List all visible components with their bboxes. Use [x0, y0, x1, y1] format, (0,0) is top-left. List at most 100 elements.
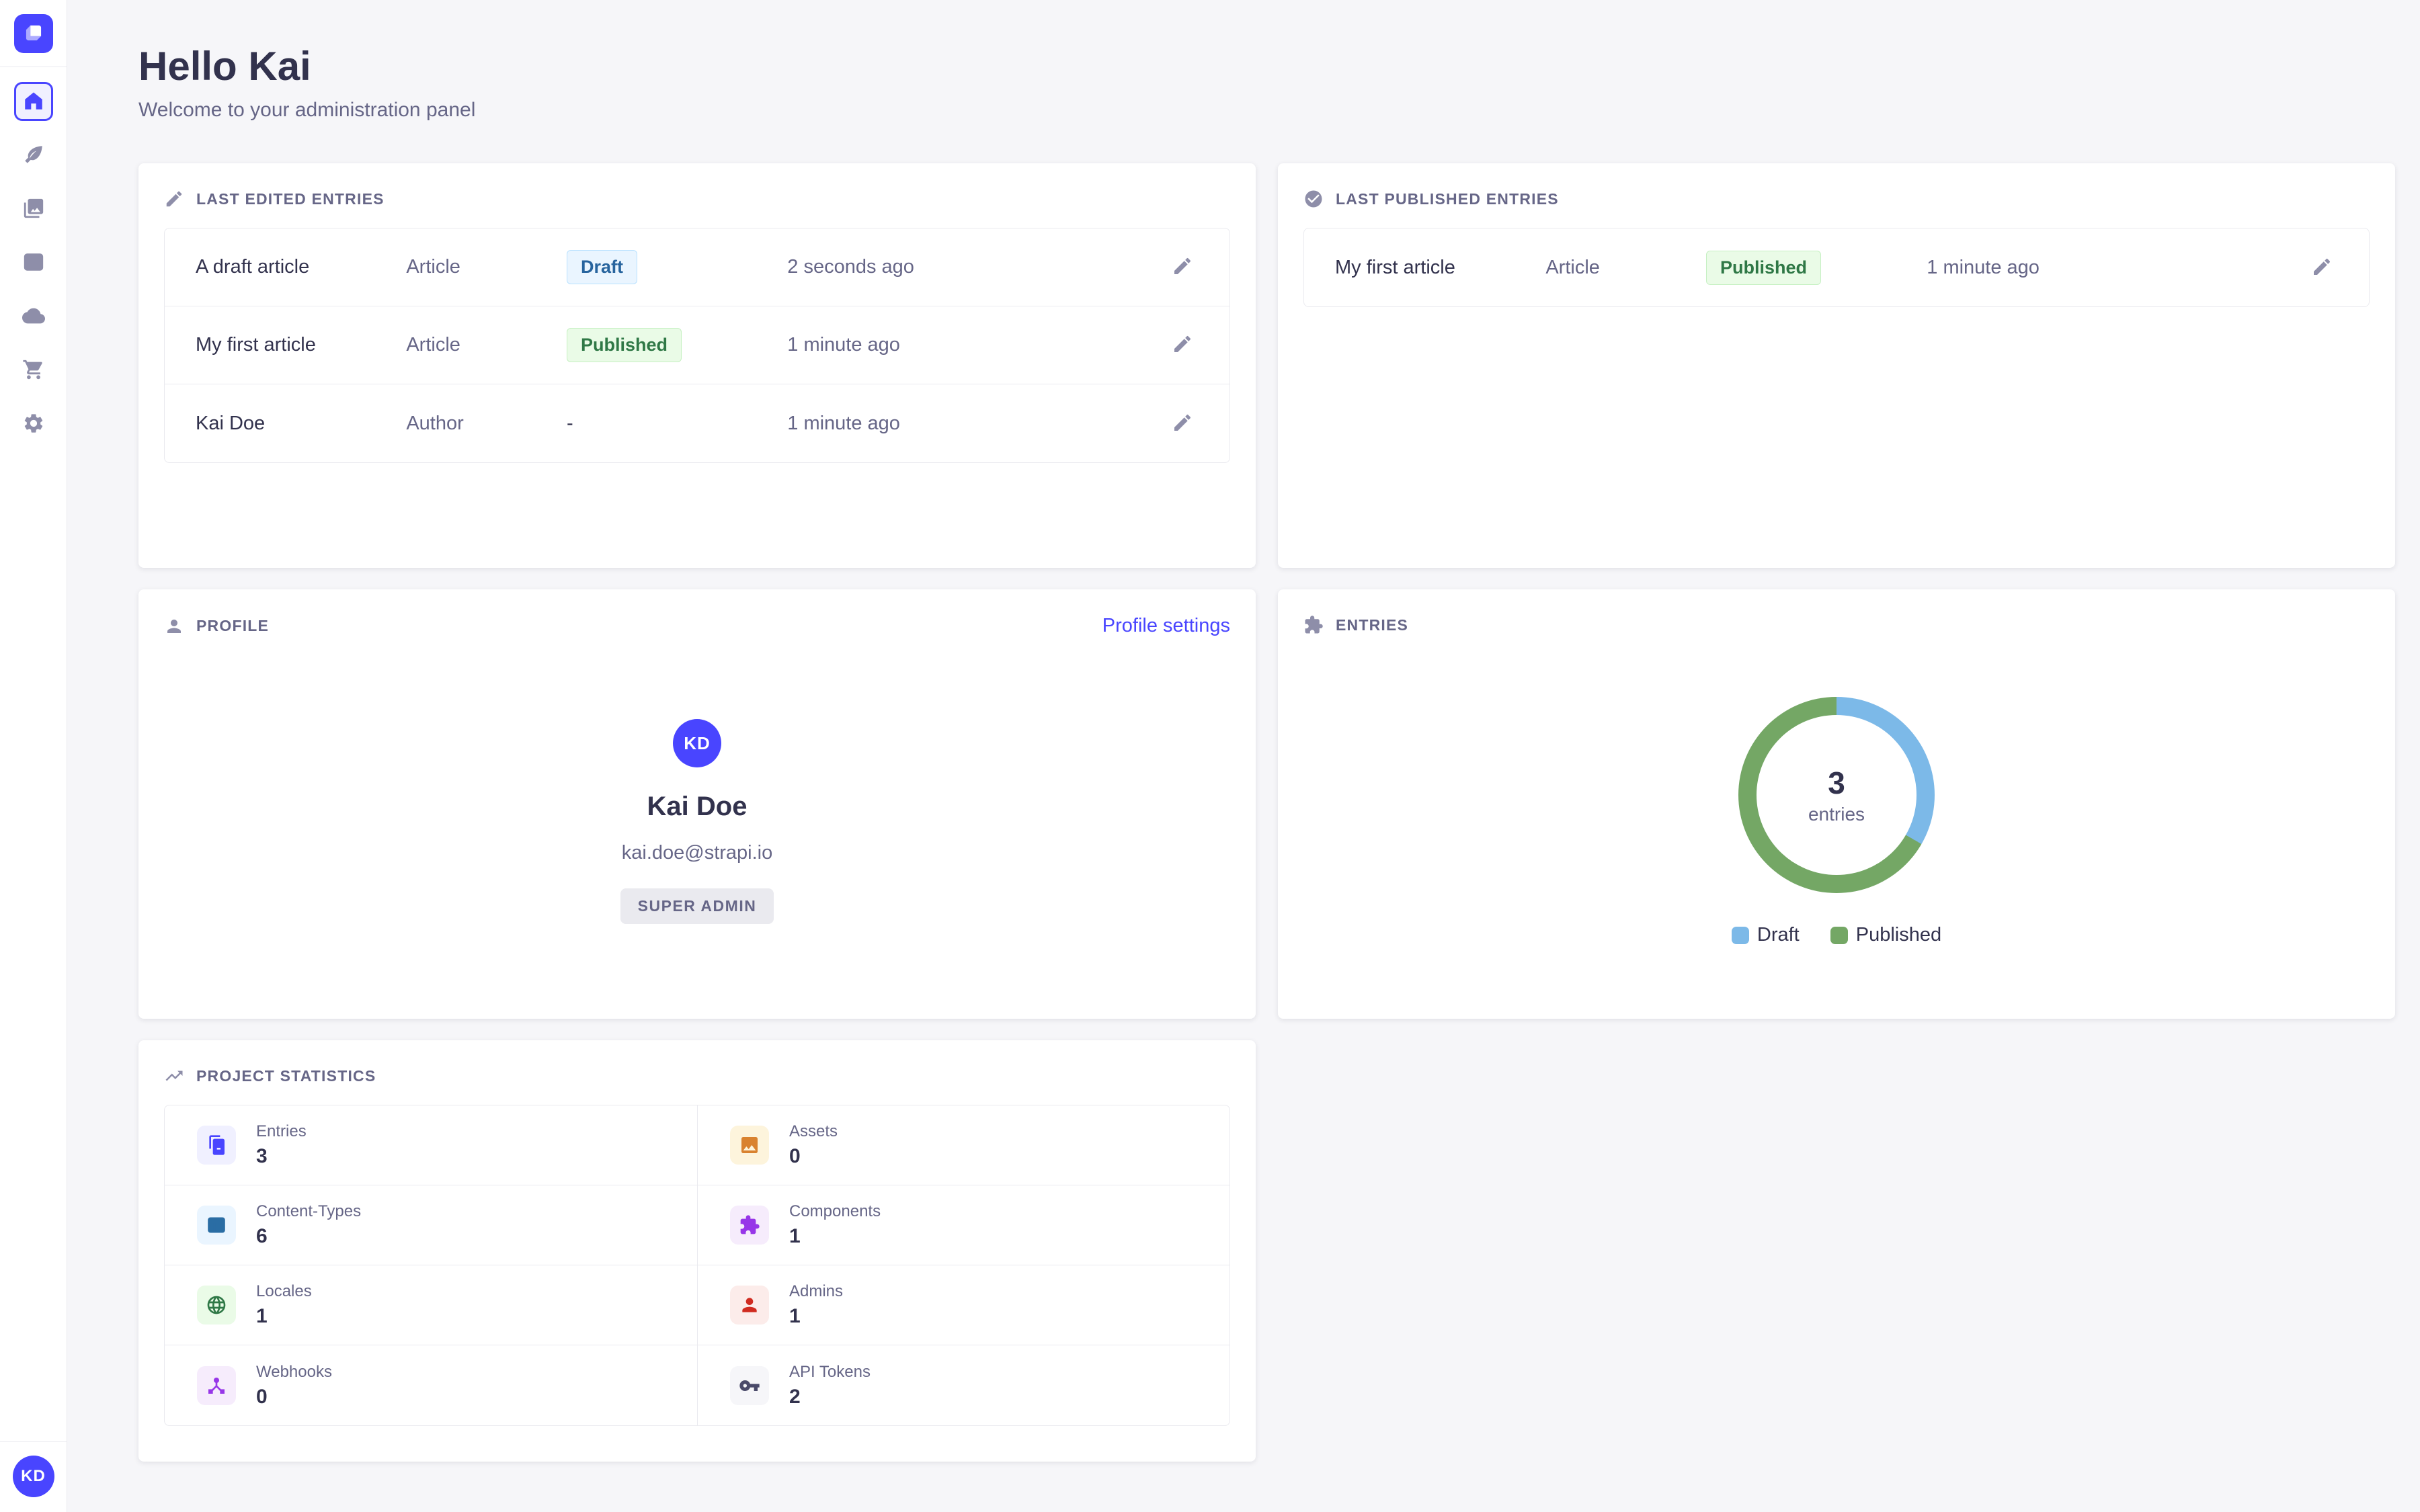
- sidebar-item-media-library[interactable]: [14, 190, 53, 228]
- edit-entry-button[interactable]: [2306, 251, 2338, 285]
- sidebar-item-marketplace[interactable]: [14, 351, 53, 390]
- entry-updated-time: 1 minute ago: [787, 412, 900, 434]
- stat-entries: Entries 3: [165, 1105, 697, 1185]
- webhook-icon: [197, 1366, 236, 1405]
- card-header: LAST EDITED ENTRIES: [164, 189, 1230, 209]
- entry-type: Article: [406, 334, 460, 355]
- sidebar-item-deploy[interactable]: [14, 297, 53, 336]
- stat-label: Admins: [789, 1282, 844, 1300]
- gear-icon: [22, 412, 45, 437]
- stat-value: 1: [256, 1305, 268, 1327]
- entry-name: A draft article: [196, 256, 310, 278]
- status-badge: Published: [567, 328, 682, 362]
- entries-total: 3: [1828, 765, 1845, 800]
- donut-center: 3 entries: [1738, 697, 1935, 893]
- pencil-icon: [2311, 256, 2333, 280]
- entry-type: Article: [406, 256, 460, 278]
- table-row: A draft article Article Draft 2 seconds …: [165, 228, 1229, 306]
- globe-icon: [197, 1286, 236, 1325]
- strapi-logo[interactable]: [13, 14, 53, 53]
- chart-legend: Draft Published: [1731, 924, 1941, 946]
- sidebar-divider-bottom: [0, 1441, 67, 1442]
- pencil-icon: [1172, 333, 1193, 357]
- card-title: PROFILE: [196, 617, 270, 634]
- table-row: My first article Article Published 1 min…: [165, 306, 1229, 384]
- feather-icon: [22, 143, 45, 168]
- page-header: Hello Kai Welcome to your administration…: [138, 43, 2395, 122]
- table-row: My first article Article Published 1 min…: [1304, 228, 2369, 306]
- entry-status-cell: -: [567, 413, 787, 435]
- entries-chart-area: 3 entries Draft Published: [1303, 635, 2370, 946]
- entries-donut-chart: 3 entries: [1738, 697, 1935, 893]
- profile-settings-link[interactable]: Profile settings: [1102, 615, 1230, 636]
- profile-avatar: KD: [673, 719, 721, 767]
- stat-value: 3: [256, 1145, 268, 1167]
- last-published-table: My first article Article Published 1 min…: [1303, 228, 2370, 307]
- stat-assets: Assets 0: [697, 1105, 1229, 1185]
- sidebar-item-content-manager[interactable]: [14, 136, 53, 175]
- puzzle-icon: [730, 1206, 769, 1245]
- pencil-icon: [164, 189, 184, 209]
- stat-api-tokens: API Tokens 2: [697, 1345, 1229, 1425]
- person-icon: [164, 616, 184, 636]
- pencil-icon: [1172, 412, 1193, 435]
- sidebar-item-settings[interactable]: [14, 405, 53, 444]
- legend-label: Draft: [1757, 924, 1800, 946]
- dashboard-grid: LAST EDITED ENTRIES A draft article Arti…: [138, 163, 2395, 1462]
- legend-item-draft[interactable]: Draft: [1731, 924, 1800, 946]
- edit-entry-button[interactable]: [1166, 328, 1199, 362]
- status-badge: Draft: [567, 250, 638, 284]
- stat-components: Components 1: [697, 1185, 1229, 1265]
- check-circle-icon: [1303, 189, 1324, 209]
- stat-webhooks: Webhooks 0: [165, 1345, 697, 1425]
- entries-unit: entries: [1808, 804, 1865, 825]
- entry-name: My first article: [196, 334, 316, 355]
- cloud-icon: [22, 304, 45, 329]
- sidebar-nav: [0, 67, 67, 444]
- stat-value: 6: [256, 1225, 268, 1247]
- stat-label: Assets: [789, 1122, 838, 1140]
- puzzle-icon: [1303, 615, 1324, 635]
- last-published-entries-card: LAST PUBLISHED ENTRIES My first article …: [1278, 163, 2395, 568]
- entry-updated-time: 2 seconds ago: [787, 256, 914, 278]
- status-badge: Published: [1706, 250, 1822, 285]
- profile-body: KD Kai Doe kai.doe@strapi.io SUPER ADMIN: [164, 719, 1230, 924]
- pencil-icon: [1172, 255, 1193, 279]
- stat-value: 1: [789, 1225, 801, 1247]
- edit-entry-button[interactable]: [1166, 250, 1199, 284]
- profile-card: PROFILE Profile settings KD Kai Doe kai.…: [138, 589, 1256, 1019]
- sidebar-item-home[interactable]: [13, 82, 53, 121]
- user-avatar[interactable]: KD: [12, 1456, 54, 1497]
- entry-updated-time: 1 minute ago: [787, 334, 900, 355]
- home-icon: [22, 89, 45, 114]
- strapi-logo-icon: [21, 20, 46, 48]
- stat-label: Locales: [256, 1282, 312, 1300]
- sidebar: KD: [0, 0, 67, 1512]
- sidebar-bottom: KD: [0, 1441, 67, 1512]
- status-badge: -: [567, 412, 573, 434]
- stat-locales: Locales 1: [165, 1265, 697, 1345]
- image-icon: [730, 1126, 769, 1165]
- entry-type: Author: [406, 412, 464, 434]
- stat-value: 0: [789, 1145, 801, 1167]
- stat-value: 1: [789, 1305, 801, 1327]
- entry-status-cell: Draft: [567, 250, 787, 284]
- edit-entry-button[interactable]: [1166, 407, 1199, 441]
- layout-icon: [22, 251, 45, 276]
- sidebar-item-content-type-builder[interactable]: [14, 243, 53, 282]
- entries-card: ENTRIES 3 entries Draft: [1278, 589, 2395, 1019]
- card-title: LAST PUBLISHED ENTRIES: [1336, 190, 1559, 208]
- card-header: PROFILE Profile settings: [164, 615, 1230, 637]
- legend-item-published[interactable]: Published: [1830, 924, 1941, 946]
- card-header: ENTRIES: [1303, 615, 2370, 635]
- project-statistics-card: PROJECT STATISTICS Entries 3: [138, 1040, 1256, 1462]
- entry-name: Kai Doe: [196, 412, 266, 434]
- stat-label: Content-Types: [256, 1202, 362, 1220]
- entry-status-cell: Published: [1706, 250, 1927, 285]
- card-title: LAST EDITED ENTRIES: [196, 190, 385, 208]
- profile-name: Kai Doe: [647, 792, 748, 821]
- entry-type: Article: [1545, 256, 1600, 278]
- card-header: LAST PUBLISHED ENTRIES: [1303, 189, 2370, 209]
- main-content: Hello Kai Welcome to your administration…: [67, 0, 2420, 1462]
- draft-swatch: [1731, 926, 1749, 944]
